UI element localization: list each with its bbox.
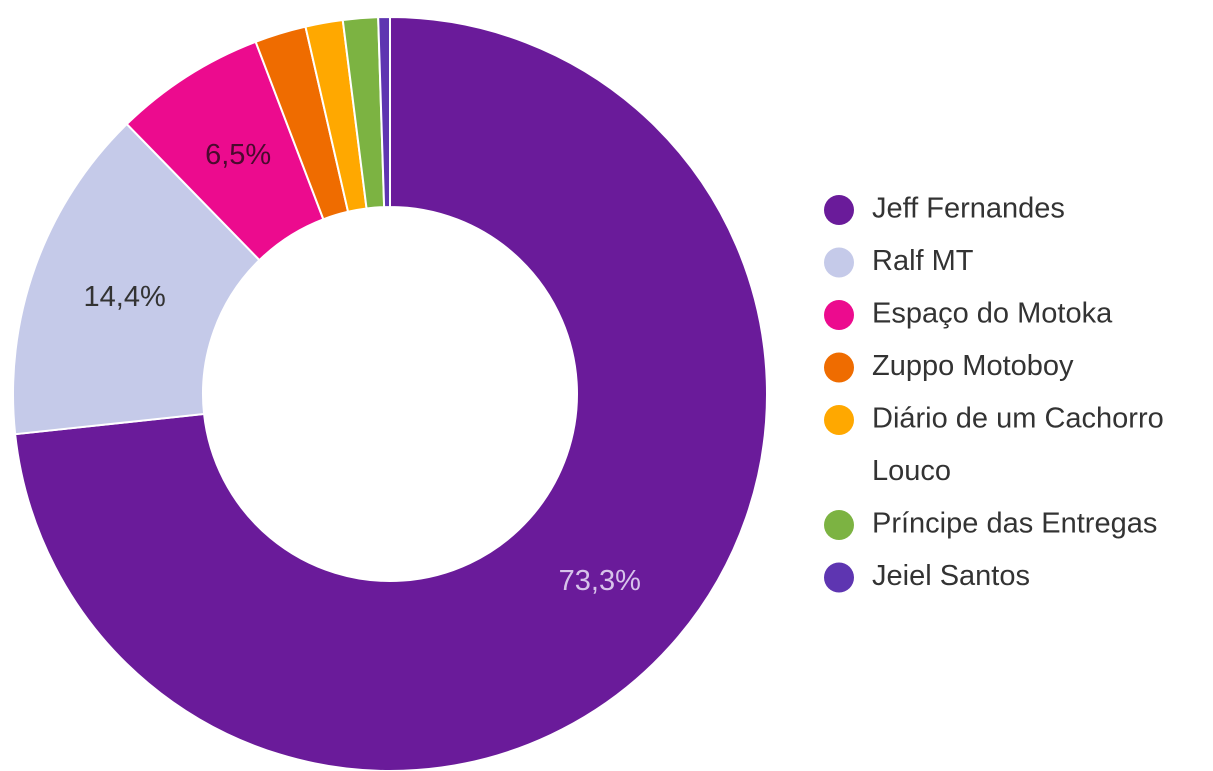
legend-swatch-espaco-do-motoka bbox=[824, 300, 854, 330]
slice-jeff-fernandes[interactable] bbox=[14, 15, 768, 771]
legend: Jeff Fernandes Ralf MT Espaço do Motoka Zup… bbox=[824, 193, 1164, 593]
legend-item-zuppo-motoboy[interactable]: Zuppo Motoboy bbox=[824, 350, 1074, 383]
slice-ralf-mt[interactable] bbox=[12, 122, 261, 436]
legend-swatch-jeff-fernandes bbox=[824, 195, 854, 225]
legend-label-zuppo-motoboy: Zuppo Motoboy bbox=[872, 350, 1074, 382]
legend-item-jeiel-santos[interactable]: Jeiel Santos bbox=[824, 560, 1030, 593]
legend-item-principe-das-entregas[interactable]: Príncipe das Entregas bbox=[824, 508, 1157, 540]
legend-label-jeff-fernandes: Jeff Fernandes bbox=[872, 193, 1065, 225]
legend-swatch-diario-de-um-cachorro-louco bbox=[824, 405, 854, 435]
donut-slices bbox=[12, 15, 768, 771]
slice-label-ralf-mt: 14,4% bbox=[84, 281, 166, 313]
legend-item-espaco-do-motoka[interactable]: Espaço do Motoka bbox=[824, 298, 1113, 330]
legend-item-ralf-mt[interactable]: Ralf MT bbox=[824, 245, 974, 278]
slice-labels: 73,3% 14,4% 6,5% bbox=[84, 139, 641, 597]
slice-label-espaco-do-motoka: 6,5% bbox=[205, 139, 271, 171]
legend-label-ralf-mt: Ralf MT bbox=[872, 245, 974, 277]
legend-label-espaco-do-motoka: Espaço do Motoka bbox=[872, 298, 1113, 330]
legend-item-diario-de-um-cachorro-louco[interactable]: Diário de um Cachorro Louco bbox=[824, 403, 1164, 488]
legend-swatch-zuppo-motoboy bbox=[824, 352, 854, 383]
legend-label-principe-das-entregas: Príncipe das Entregas bbox=[872, 508, 1157, 540]
legend-swatch-ralf-mt bbox=[824, 247, 854, 278]
legend-label-diario-de-um-cachorro-louco: Diário de um Cachorro Louco bbox=[872, 403, 1164, 488]
legend-label-jeiel-santos: Jeiel Santos bbox=[872, 560, 1030, 592]
legend-swatch-principe-das-entregas bbox=[824, 510, 854, 540]
slice-jeiel-santos[interactable] bbox=[377, 15, 391, 209]
slice-label-jeff-fernandes: 73,3% bbox=[559, 565, 641, 597]
legend-item-jeff-fernandes[interactable]: Jeff Fernandes bbox=[824, 193, 1065, 225]
legend-swatch-jeiel-santos bbox=[824, 562, 854, 593]
